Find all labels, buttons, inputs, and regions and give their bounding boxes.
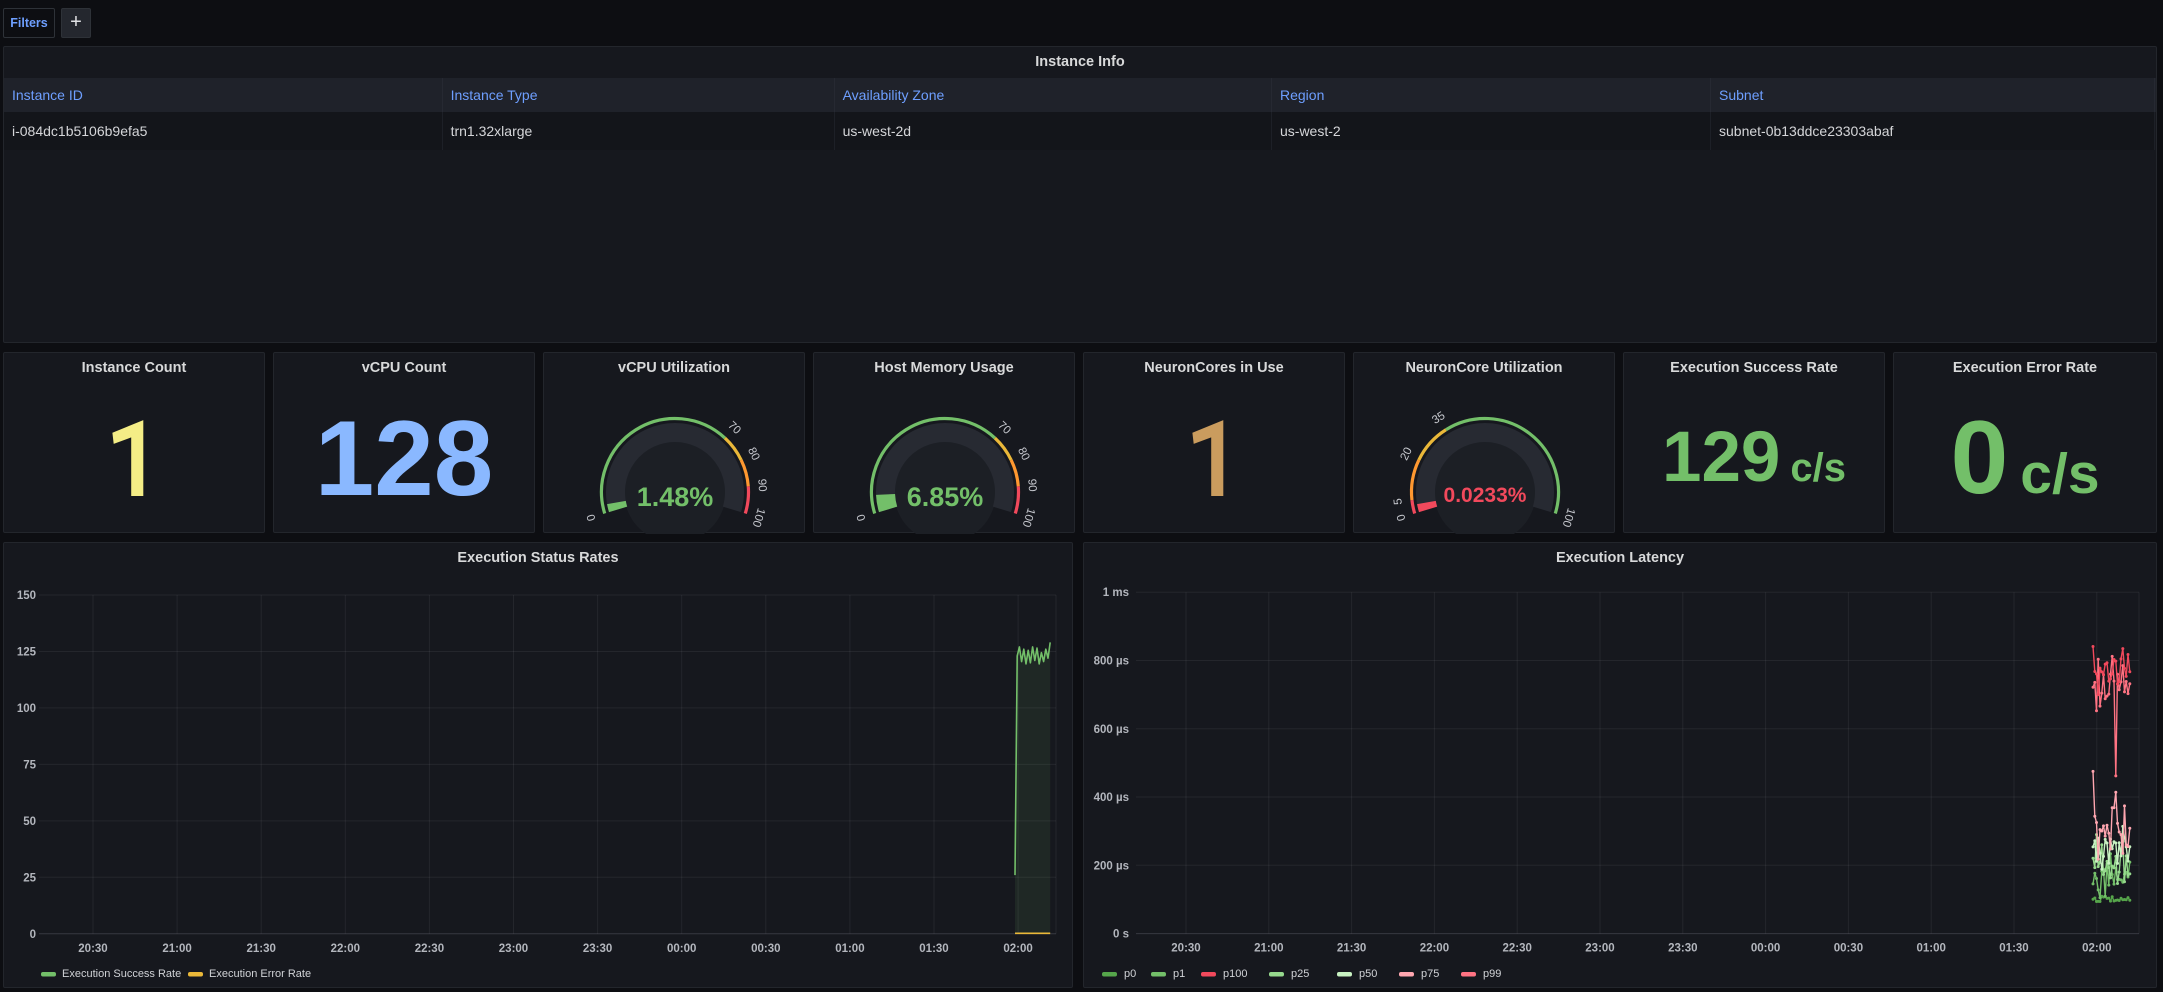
svg-text:p0: p0 (1124, 968, 1136, 980)
svg-text:100: 100 (17, 703, 36, 715)
svg-text:100: 100 (1560, 506, 1577, 528)
svg-text:125: 125 (17, 647, 37, 659)
svg-text:90: 90 (755, 478, 768, 492)
svg-text:00:00: 00:00 (667, 943, 696, 955)
svg-text:0: 0 (1395, 513, 1408, 523)
svg-text:p25: p25 (1291, 968, 1309, 980)
svg-text:22:30: 22:30 (415, 943, 444, 955)
svg-text:00:00: 00:00 (1751, 943, 1780, 955)
svg-text:20:30: 20:30 (78, 943, 107, 955)
svg-text:20:30: 20:30 (1171, 943, 1200, 955)
svg-text:100: 100 (1020, 506, 1037, 528)
svg-text:01:00: 01:00 (1916, 943, 1945, 955)
svg-text:35: 35 (1430, 410, 1447, 427)
svg-text:00:30: 00:30 (751, 943, 780, 955)
svg-text:1.48%: 1.48% (637, 482, 714, 512)
svg-text:Execution Error Rate: Execution Error Rate (209, 968, 311, 980)
svg-text:p1: p1 (1173, 968, 1185, 980)
svg-text:0 s: 0 s (1113, 929, 1129, 941)
svg-text:1 ms: 1 ms (1103, 587, 1129, 599)
svg-text:600 µs: 600 µs (1094, 724, 1129, 736)
svg-text:0: 0 (855, 513, 868, 523)
svg-text:80: 80 (745, 446, 761, 463)
svg-text:23:00: 23:00 (499, 943, 528, 955)
svg-text:70: 70 (995, 419, 1013, 436)
svg-text:p50: p50 (1359, 968, 1377, 980)
svg-text:22:00: 22:00 (1420, 943, 1449, 955)
svg-text:p99: p99 (1483, 968, 1501, 980)
svg-text:21:00: 21:00 (162, 943, 191, 955)
svg-text:p100: p100 (1223, 968, 1247, 980)
svg-text:21:30: 21:30 (1337, 943, 1366, 955)
svg-text:p75: p75 (1421, 968, 1439, 980)
svg-text:01:00: 01:00 (835, 943, 864, 955)
svg-text:6.85%: 6.85% (907, 482, 984, 512)
svg-text:25: 25 (23, 872, 36, 884)
svg-text:23:00: 23:00 (1585, 943, 1614, 955)
svg-text:800 µs: 800 µs (1094, 656, 1129, 668)
svg-text:21:30: 21:30 (246, 943, 275, 955)
svg-text:75: 75 (23, 759, 36, 771)
svg-text:22:00: 22:00 (331, 943, 360, 955)
svg-text:20: 20 (1399, 446, 1415, 463)
svg-text:21:00: 21:00 (1254, 943, 1283, 955)
svg-text:0.0233%: 0.0233% (1444, 484, 1527, 507)
svg-text:150: 150 (17, 590, 36, 602)
svg-text:50: 50 (23, 816, 36, 828)
svg-text:400 µs: 400 µs (1094, 792, 1129, 804)
svg-text:01:30: 01:30 (919, 943, 948, 955)
svg-text:23:30: 23:30 (1668, 943, 1697, 955)
svg-text:Execution Success Rate: Execution Success Rate (62, 968, 181, 980)
svg-text:80: 80 (1015, 446, 1031, 463)
svg-text:02:00: 02:00 (2082, 943, 2111, 955)
svg-text:70: 70 (725, 419, 743, 436)
svg-text:22:30: 22:30 (1502, 943, 1531, 955)
svg-text:00:30: 00:30 (1834, 943, 1863, 955)
svg-text:01:30: 01:30 (1999, 943, 2028, 955)
svg-text:200 µs: 200 µs (1094, 860, 1129, 872)
svg-text:0: 0 (30, 929, 36, 941)
svg-text:0: 0 (585, 513, 598, 523)
svg-text:100: 100 (750, 506, 767, 528)
svg-text:02:00: 02:00 (1003, 943, 1032, 955)
svg-text:23:30: 23:30 (583, 943, 612, 955)
svg-text:5: 5 (1392, 498, 1405, 506)
svg-text:90: 90 (1025, 478, 1038, 492)
